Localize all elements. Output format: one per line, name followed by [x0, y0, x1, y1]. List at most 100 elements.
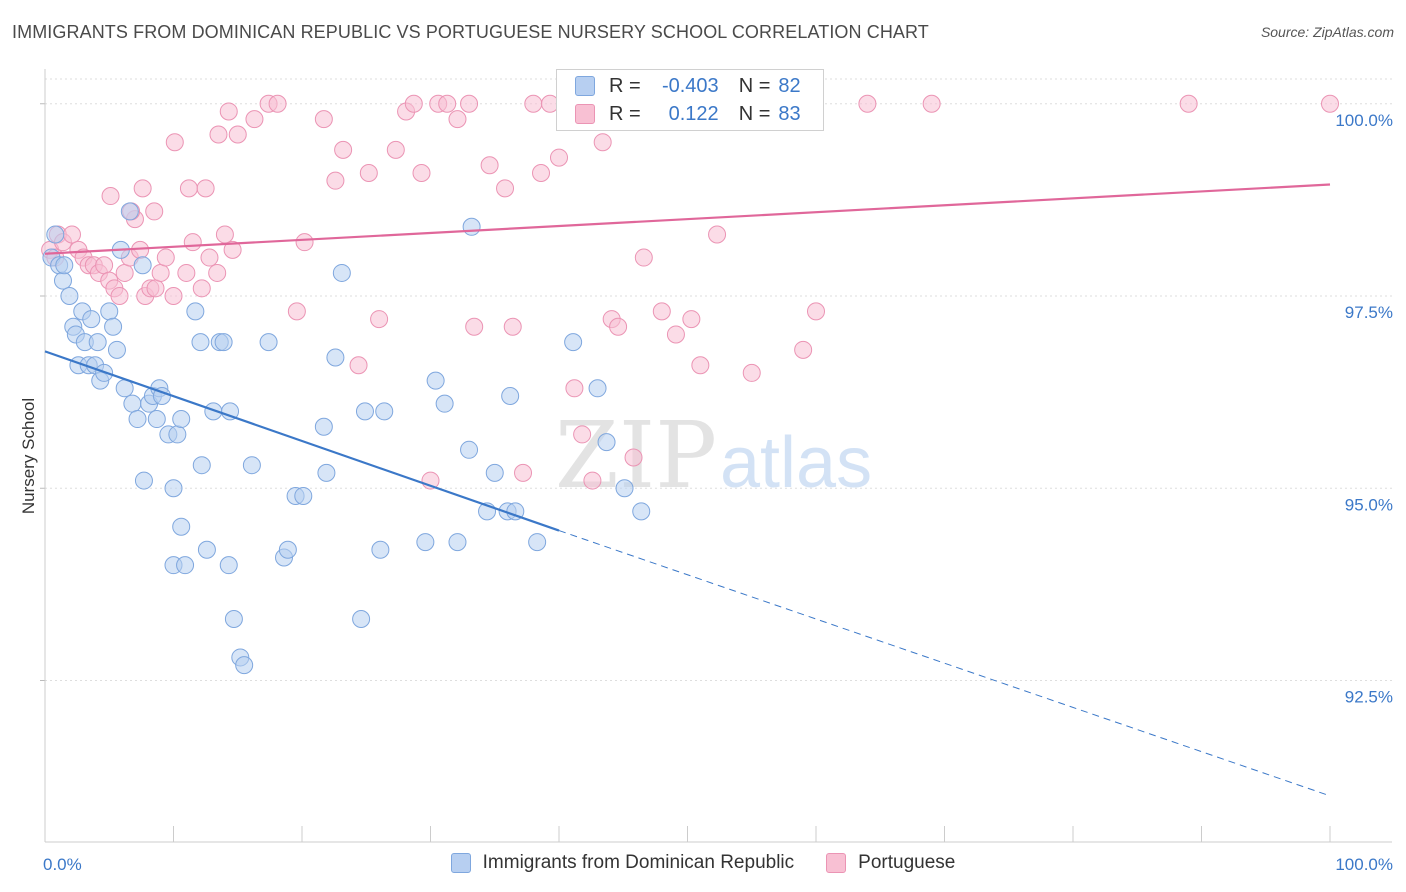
data-point-portuguese: [268, 94, 287, 113]
data-point-portuguese: [922, 94, 941, 113]
data-point-dominican: [352, 609, 371, 628]
data-point-dominican: [164, 479, 183, 498]
data-point-dominican: [192, 456, 211, 475]
data-point-portuguese: [652, 302, 671, 321]
data-point-portuguese: [412, 163, 431, 182]
data-point-dominican: [172, 410, 191, 429]
data-point-portuguese: [334, 140, 353, 159]
data-point-portuguese: [146, 279, 165, 298]
data-point-dominican: [462, 217, 481, 236]
data-point-dominican: [326, 348, 345, 367]
x-tick-label-start: 0.0%: [43, 855, 82, 874]
gridlines: [45, 78, 1392, 682]
data-point-portuguese: [1321, 94, 1339, 113]
data-point-portuguese: [200, 248, 219, 267]
data-point-dominican: [172, 517, 191, 536]
data-point-dominican: [317, 463, 336, 482]
legend-n-label: N =: [738, 74, 771, 97]
data-point-portuguese: [156, 248, 175, 267]
data-point-dominican: [435, 394, 454, 413]
data-point-dominican: [176, 556, 195, 575]
data-point-portuguese: [179, 179, 198, 198]
data-point-dominican: [123, 394, 142, 413]
data-point-dominican: [259, 333, 278, 352]
data-point-portuguese: [215, 225, 234, 244]
tick-labels: 92.5% 95.0% 97.5% 100.0% 0.0% 100.0%: [43, 111, 1393, 874]
y-tick-label: 97.5%: [1345, 303, 1393, 322]
data-point-portuguese: [524, 94, 543, 113]
data-point-portuguese: [192, 279, 211, 298]
data-point-portuguese: [133, 179, 152, 198]
data-point-dominican: [426, 371, 445, 390]
data-point-dominican: [197, 540, 216, 559]
data-point-portuguese: [295, 233, 314, 252]
data-point-dominican: [448, 533, 467, 552]
data-point-portuguese: [565, 379, 584, 398]
data-point-portuguese: [666, 325, 685, 344]
data-point-portuguese: [228, 125, 247, 144]
data-point-portuguese: [115, 263, 134, 282]
data-point-portuguese: [326, 171, 345, 190]
data-point-dominican: [82, 310, 101, 329]
legend-row-portuguese: R = 0.122 N = 83: [575, 101, 801, 127]
data-point-dominican: [46, 225, 65, 244]
data-point-portuguese: [682, 310, 701, 329]
data-point-portuguese: [314, 110, 333, 129]
data-point-portuguese: [145, 202, 164, 221]
data-point-portuguese: [177, 263, 196, 282]
data-point-dominican: [528, 533, 547, 552]
data-point-portuguese: [460, 94, 479, 113]
data-point-dominican: [460, 440, 479, 459]
data-point-portuguese: [165, 133, 184, 152]
legend-n-value-portuguese: 83: [778, 102, 801, 125]
legend-n-value-dominican: 82: [778, 74, 801, 97]
data-point-portuguese: [101, 187, 120, 206]
data-point-portuguese: [550, 148, 568, 167]
data-point-portuguese: [503, 317, 522, 336]
legend-r-label: R =: [609, 102, 641, 125]
trend-lines: [44, 183, 1331, 797]
y-axis-label: Nursery School: [19, 398, 38, 514]
data-point-portuguese: [62, 225, 81, 244]
data-point-portuguese: [807, 302, 825, 321]
data-point-dominican: [355, 402, 374, 421]
data-point-dominican: [615, 479, 634, 498]
data-point-dominican: [588, 379, 607, 398]
data-point-portuguese: [196, 179, 215, 198]
data-point-portuguese: [183, 233, 202, 252]
legend-r-value-dominican: -0.403: [661, 74, 719, 97]
legend-swatch-blue: [450, 853, 471, 873]
y-tick-label: 100.0%: [1335, 111, 1393, 130]
data-point-portuguese: [532, 163, 551, 182]
data-point-dominican: [100, 302, 119, 321]
data-point-dominican: [332, 263, 351, 282]
data-point-portuguese: [209, 125, 228, 144]
data-point-portuguese: [438, 94, 457, 113]
data-point-portuguese: [858, 94, 877, 113]
data-point-dominican: [120, 202, 139, 221]
data-point-dominican: [128, 410, 147, 429]
data-point-dominican: [168, 425, 187, 444]
x-tick-label-end: 100.0%: [1335, 855, 1393, 874]
legend-swatch-pink: [575, 104, 595, 124]
trend-line-portuguese: [44, 183, 1331, 255]
trend-line-dominican-extension: [558, 530, 1331, 797]
data-point-portuguese: [208, 263, 227, 282]
axes: [40, 69, 1392, 843]
data-point-dominican: [375, 402, 394, 421]
data-point-dominican: [88, 333, 107, 352]
data-point-portuguese: [386, 140, 405, 159]
data-point-portuguese: [708, 225, 727, 244]
legend-n-label: N =: [738, 102, 771, 125]
data-point-dominican: [242, 456, 261, 475]
legend-swatch-pink: [826, 853, 847, 873]
legend-row-dominican: R = -0.403 N = 82: [575, 73, 801, 99]
data-point-dominican: [221, 402, 240, 421]
y-tick-label: 92.5%: [1345, 688, 1393, 707]
data-point-portuguese: [742, 363, 761, 382]
data-point-portuguese: [370, 310, 389, 329]
data-point-dominican: [107, 340, 126, 359]
data-point-portuguese: [349, 356, 368, 375]
data-point-portuguese: [691, 356, 710, 375]
